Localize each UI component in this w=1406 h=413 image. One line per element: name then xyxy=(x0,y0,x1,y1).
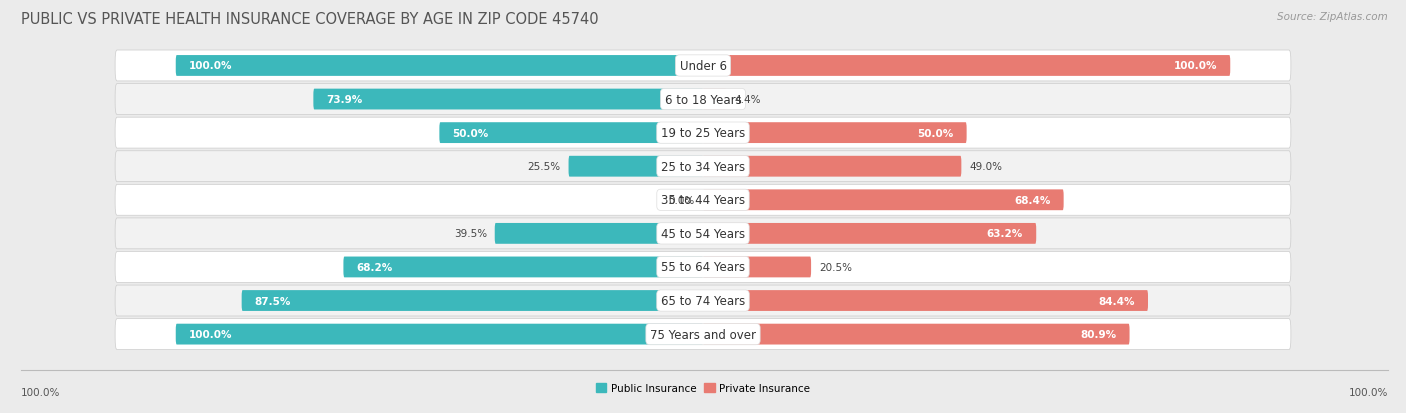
FancyBboxPatch shape xyxy=(703,123,967,144)
FancyBboxPatch shape xyxy=(703,56,1230,77)
Text: 100.0%: 100.0% xyxy=(188,61,232,71)
FancyBboxPatch shape xyxy=(115,51,1291,82)
FancyBboxPatch shape xyxy=(568,157,703,177)
Text: 73.9%: 73.9% xyxy=(326,95,363,105)
Text: 39.5%: 39.5% xyxy=(454,229,486,239)
FancyBboxPatch shape xyxy=(115,84,1291,115)
FancyBboxPatch shape xyxy=(703,257,811,278)
Text: Source: ZipAtlas.com: Source: ZipAtlas.com xyxy=(1277,12,1388,22)
FancyBboxPatch shape xyxy=(242,290,703,311)
FancyBboxPatch shape xyxy=(115,319,1291,350)
Text: 6 to 18 Years: 6 to 18 Years xyxy=(665,93,741,106)
Text: 20.5%: 20.5% xyxy=(818,262,852,272)
Text: 63.2%: 63.2% xyxy=(987,229,1024,239)
Text: 4.4%: 4.4% xyxy=(734,95,761,105)
Text: 25 to 34 Years: 25 to 34 Years xyxy=(661,160,745,173)
Text: 100.0%: 100.0% xyxy=(1348,387,1388,397)
FancyBboxPatch shape xyxy=(115,285,1291,316)
FancyBboxPatch shape xyxy=(115,185,1291,216)
FancyBboxPatch shape xyxy=(176,324,703,345)
Text: 80.9%: 80.9% xyxy=(1080,329,1116,339)
Text: 0.0%: 0.0% xyxy=(669,195,695,205)
Text: PUBLIC VS PRIVATE HEALTH INSURANCE COVERAGE BY AGE IN ZIP CODE 45740: PUBLIC VS PRIVATE HEALTH INSURANCE COVER… xyxy=(21,12,599,27)
FancyBboxPatch shape xyxy=(343,257,703,278)
FancyBboxPatch shape xyxy=(115,152,1291,182)
FancyBboxPatch shape xyxy=(115,218,1291,249)
Legend: Public Insurance, Private Insurance: Public Insurance, Private Insurance xyxy=(592,379,814,397)
Text: 45 to 54 Years: 45 to 54 Years xyxy=(661,227,745,240)
Text: 49.0%: 49.0% xyxy=(969,162,1002,172)
Text: 68.2%: 68.2% xyxy=(357,262,392,272)
FancyBboxPatch shape xyxy=(703,223,1036,244)
Text: 84.4%: 84.4% xyxy=(1098,296,1135,306)
Text: 35 to 44 Years: 35 to 44 Years xyxy=(661,194,745,207)
FancyBboxPatch shape xyxy=(115,118,1291,149)
Text: 55 to 64 Years: 55 to 64 Years xyxy=(661,261,745,274)
FancyBboxPatch shape xyxy=(703,157,962,177)
FancyBboxPatch shape xyxy=(703,190,1064,211)
FancyBboxPatch shape xyxy=(703,90,725,110)
Text: 75 Years and over: 75 Years and over xyxy=(650,328,756,341)
FancyBboxPatch shape xyxy=(703,324,1129,345)
FancyBboxPatch shape xyxy=(115,252,1291,283)
FancyBboxPatch shape xyxy=(495,223,703,244)
FancyBboxPatch shape xyxy=(439,123,703,144)
FancyBboxPatch shape xyxy=(703,290,1147,311)
FancyBboxPatch shape xyxy=(176,56,703,77)
Text: 68.4%: 68.4% xyxy=(1014,195,1050,205)
Text: 50.0%: 50.0% xyxy=(453,128,489,138)
Text: 100.0%: 100.0% xyxy=(188,329,232,339)
Text: 25.5%: 25.5% xyxy=(527,162,561,172)
Text: 100.0%: 100.0% xyxy=(21,387,60,397)
Text: 87.5%: 87.5% xyxy=(254,296,291,306)
Text: 100.0%: 100.0% xyxy=(1174,61,1218,71)
Text: 19 to 25 Years: 19 to 25 Years xyxy=(661,127,745,140)
Text: Under 6: Under 6 xyxy=(679,60,727,73)
Text: 50.0%: 50.0% xyxy=(917,128,953,138)
Text: 65 to 74 Years: 65 to 74 Years xyxy=(661,294,745,307)
FancyBboxPatch shape xyxy=(314,90,703,110)
